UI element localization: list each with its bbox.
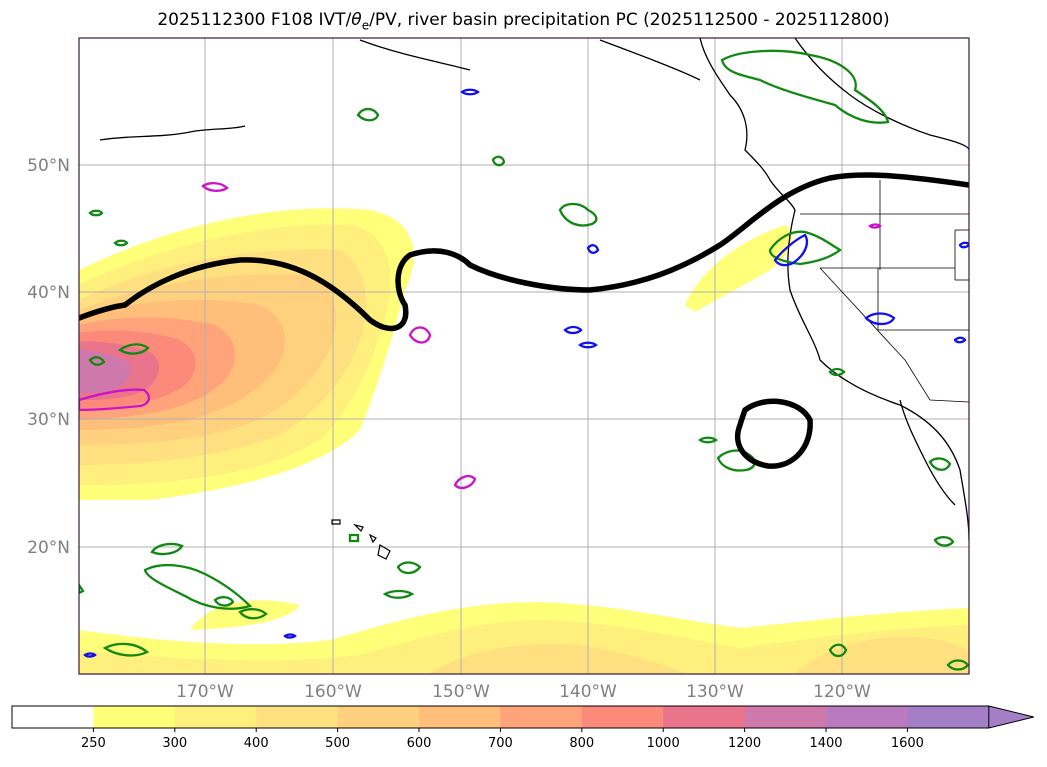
colorbar-extend-arrow <box>988 705 1034 729</box>
hawaii-islands <box>331 519 391 560</box>
lat-label-30n: 30°N <box>27 410 70 430</box>
colorbar-label-1200: 1200 <box>728 736 761 751</box>
magenta-contours <box>79 182 882 489</box>
ivt-plume-coastal <box>685 225 793 312</box>
lon-label-140w: 140°W <box>559 682 617 702</box>
lat-label-50n: 50°N <box>27 156 70 176</box>
map-frame <box>78 37 970 675</box>
lat-labels: 50°N 40°N 30°N 20°N <box>27 156 70 558</box>
colorbar-segment-0 <box>12 706 94 728</box>
colorbar-segment-2 <box>174 706 257 728</box>
chart-title: 2025112300 F108 IVT/θe/PV, river basin p… <box>157 10 890 33</box>
state-borders <box>800 180 969 403</box>
map-area <box>79 38 969 674</box>
ivt-band-south <box>79 600 969 674</box>
lon-label-160w: 160°W <box>304 682 362 702</box>
colorbar-segment-11 <box>907 706 990 728</box>
lat-label-20n: 20°N <box>27 538 70 558</box>
lon-labels: 170°W 160°W 150°W 140°W 130°W 120°W <box>176 682 871 702</box>
colorbar: 250 300 400 500 600 700 800 1000 1200 1400 1600 <box>11 705 1034 751</box>
colorbar-label-800: 800 <box>569 736 594 751</box>
lat-label-40n: 40°N <box>27 283 70 303</box>
colorbar-label-300: 300 <box>162 736 187 751</box>
blue-contours <box>83 88 969 658</box>
colorbar-label-250: 250 <box>81 736 106 751</box>
colorbar-segment-9 <box>744 706 827 728</box>
colorbar-segment-7 <box>581 706 664 728</box>
colorbar-segment-8 <box>663 706 746 728</box>
colorbar-label-1400: 1400 <box>809 736 842 751</box>
colorbar-label-600: 600 <box>407 736 432 751</box>
graticule <box>79 38 969 674</box>
colorbar-label-400: 400 <box>244 736 269 751</box>
pv-contour-main <box>79 172 969 332</box>
colorbar-segment-1 <box>93 706 176 728</box>
colorbar-label-500: 500 <box>325 736 350 751</box>
lon-label-150w: 150°W <box>432 682 490 702</box>
lon-label-120w: 120°W <box>813 682 871 702</box>
colorbar-segment-6 <box>500 706 583 728</box>
lon-label-170w: 170°W <box>176 682 234 702</box>
colorbar-segment-10 <box>826 706 908 728</box>
colorbar-label-1000: 1000 <box>647 736 680 751</box>
ivt-plume-west <box>79 208 414 500</box>
pv-contours <box>79 172 969 469</box>
pv-contour-closed <box>734 398 813 469</box>
coastlines <box>99 38 969 541</box>
colorbar-segment-5 <box>419 706 501 728</box>
colorbar-label-700: 700 <box>488 736 513 751</box>
colorbar-label-1600: 1600 <box>891 736 924 751</box>
colorbar-segment-3 <box>256 706 339 728</box>
lon-label-130w: 130°W <box>686 682 744 702</box>
colorbar-segment-4 <box>337 706 420 728</box>
